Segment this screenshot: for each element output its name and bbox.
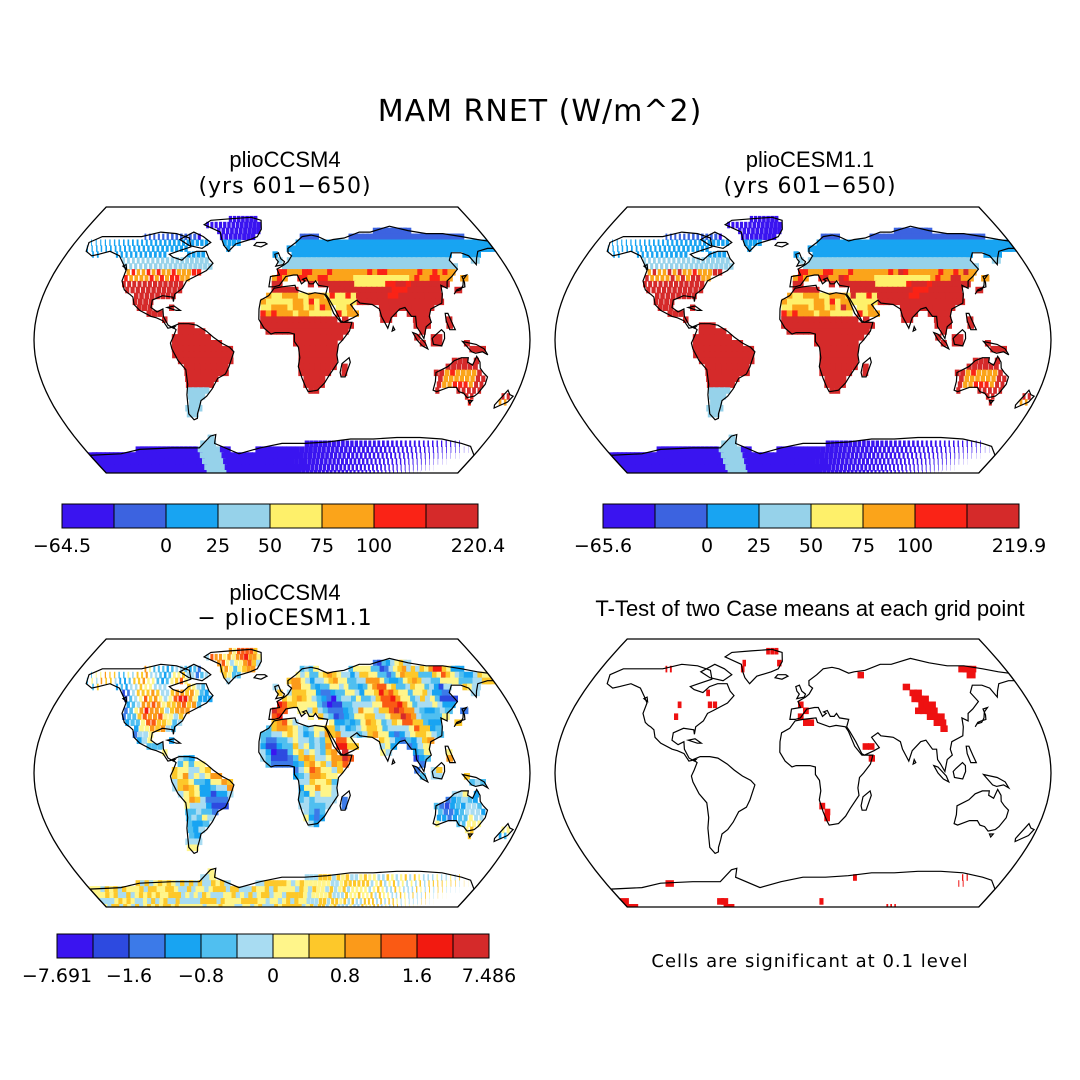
colorbar-swatch (269, 503, 323, 529)
colorbar-swatch (966, 503, 1020, 529)
colorbar-swatch (706, 503, 760, 529)
colorbar-swatch (200, 933, 238, 959)
colorbar-label: 75 (851, 535, 875, 557)
panel-ttest-title: T-Test of two Case means at each grid po… (595, 596, 1025, 621)
colorbar-label: 7.486 (462, 965, 516, 987)
figure-title: MAM RNET (W/m^2) (377, 94, 703, 129)
colorbar-swatch (654, 503, 708, 529)
colorbar-swatch (272, 933, 310, 959)
colorbar-label: −65.6 (574, 535, 632, 557)
colorbar-label: −7.691 (22, 965, 92, 987)
colorbar-swatch (914, 503, 968, 529)
colorbar-label: 0 (267, 965, 279, 987)
colorbar-cm4: −64.5 0 25 50 75 100 220.4 (0, 500, 540, 564)
panel-cesm-title: plioCESM1.1 (745, 147, 875, 172)
colorbar-label: 0 (701, 535, 713, 557)
map-panel-ttest (553, 637, 1053, 913)
colorbar-label: 100 (897, 535, 933, 557)
significance-note: Cells are significant at 0.1 level (651, 951, 969, 972)
panel-cm4-title: plioCCSM4 (229, 147, 341, 172)
colorbar-swatch (862, 503, 916, 529)
colorbar-label: 25 (206, 535, 230, 557)
panel-diff-title: plioCCSM4 (229, 580, 341, 605)
colorbar-swatch (344, 933, 382, 959)
colorbar-label: 0.8 (330, 965, 360, 987)
colorbar-swatch (56, 933, 94, 959)
colorbar-label: 219.9 (992, 535, 1046, 557)
colorbar-swatch (61, 503, 115, 529)
colorbar-swatch (373, 503, 427, 529)
colorbar-swatch (308, 933, 346, 959)
colorbar-label: 220.4 (451, 535, 505, 557)
colorbar-label: 100 (356, 535, 392, 557)
colorbar-swatch (236, 933, 274, 959)
panel-cm4-subtitle: (yrs 601−650) (198, 174, 372, 199)
colorbar-swatch (758, 503, 812, 529)
colorbar-swatch (416, 933, 454, 959)
colorbar-cesm: −65.6 0 25 50 75 100 219.9 (540, 500, 1080, 564)
colorbar-diff: −7.691 −1.6 −0.8 0 0.8 1.6 7.486 (0, 928, 540, 992)
colorbar-swatch (113, 503, 167, 529)
colorbar-swatch (128, 933, 166, 959)
colorbar-label: 1.6 (402, 965, 432, 987)
colorbar-swatch (452, 933, 490, 959)
colorbar-swatch (164, 933, 202, 959)
colorbar-label: −64.5 (33, 535, 91, 557)
panel-diff-subtitle: − plioCESM1.1 (197, 606, 373, 631)
panel-cesm-subtitle: (yrs 601−650) (723, 174, 897, 199)
colorbar-label: 25 (747, 535, 771, 557)
colorbar-swatch (321, 503, 375, 529)
colorbar-swatch (380, 933, 418, 959)
colorbar-swatch (425, 503, 479, 529)
colorbar-swatch (810, 503, 864, 529)
map-panel-diff (32, 637, 532, 913)
colorbar-label: 0 (160, 535, 172, 557)
colorbar-swatch (217, 503, 271, 529)
colorbar-swatch (165, 503, 219, 529)
colorbar-label: 50 (799, 535, 823, 557)
colorbar-label: 75 (310, 535, 334, 557)
colorbar-swatch (92, 933, 130, 959)
colorbar-swatch (602, 503, 656, 529)
colorbar-label: 50 (258, 535, 282, 557)
colorbar-label: −1.6 (106, 965, 152, 987)
colorbar-label: −0.8 (178, 965, 224, 987)
map-panel-cesm (553, 205, 1053, 479)
map-panel-cm4 (32, 205, 532, 479)
